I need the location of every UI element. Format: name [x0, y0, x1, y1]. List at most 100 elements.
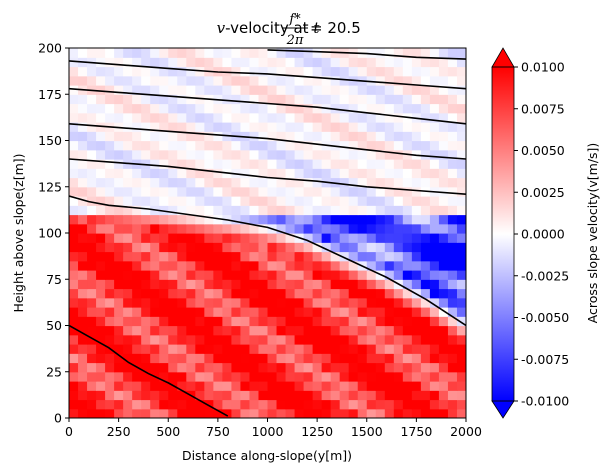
heatmap-cell: [69, 381, 79, 391]
heatmap-cell: [438, 48, 449, 58]
heatmap-cell: [249, 408, 260, 418]
heatmap-cell: [420, 168, 431, 179]
heatmap-cell: [294, 205, 305, 216]
heatmap-cell: [258, 381, 269, 391]
heatmap-cell: [330, 316, 341, 327]
heatmap-cell: [375, 149, 386, 160]
heatmap-cell: [195, 131, 205, 142]
heatmap-cell: [420, 122, 431, 132]
heatmap-cell: [456, 177, 466, 188]
heatmap-cell: [222, 279, 233, 290]
heatmap-cell: [375, 390, 386, 401]
heatmap-cell: [276, 103, 287, 114]
heatmap-cell: [204, 140, 214, 151]
heatmap-cell: [402, 297, 413, 308]
heatmap-cell: [294, 251, 305, 262]
heatmap-cell: [438, 75, 449, 86]
heatmap-cell: [240, 260, 251, 271]
heatmap-cell: [231, 196, 242, 206]
heatmap-cell: [78, 112, 88, 123]
heatmap-cell: [114, 399, 124, 410]
heatmap-cell: [276, 223, 287, 234]
heatmap-cell: [267, 279, 278, 290]
heatmap-cell: [114, 223, 124, 234]
heatmap-cell: [348, 103, 359, 114]
heatmap-cell: [312, 316, 323, 327]
heatmap-cell: [195, 57, 205, 68]
heatmap-cell: [339, 205, 350, 216]
heatmap-cell: [195, 270, 205, 280]
heatmap-cell: [69, 214, 79, 225]
heatmap-cell: [312, 177, 323, 188]
heatmap-cell: [78, 353, 88, 364]
heatmap-cell: [321, 316, 332, 327]
heatmap-cell: [276, 334, 287, 345]
heatmap-cell: [375, 242, 386, 253]
heatmap-cell: [258, 103, 269, 114]
heatmap-cell: [195, 316, 205, 327]
heatmap-cell: [402, 223, 413, 234]
heatmap-cell: [204, 297, 214, 308]
heatmap-cell: [357, 334, 368, 345]
heatmap-cell: [213, 270, 223, 280]
heatmap-cell: [186, 334, 196, 345]
heatmap-cell: [249, 66, 260, 77]
heatmap-cell: [285, 297, 296, 308]
heatmap-cell: [249, 390, 260, 401]
heatmap-cell: [375, 159, 386, 169]
heatmap-cell: [411, 48, 422, 58]
heatmap-cell: [312, 334, 323, 345]
colorbar-tick-label: -0.0100: [521, 394, 569, 409]
heatmap-cell: [303, 353, 314, 364]
heatmap-cell: [375, 223, 386, 234]
heatmap-cell: [321, 251, 332, 262]
heatmap-cell: [348, 353, 359, 364]
heatmap-cell: [123, 131, 133, 142]
x-tick-label: 2000: [450, 424, 482, 439]
heatmap-cell: [348, 168, 359, 179]
heatmap-cell: [69, 362, 79, 373]
heatmap-cell: [87, 103, 97, 114]
heatmap-cell: [132, 177, 142, 188]
heatmap-cell: [141, 168, 151, 179]
heatmap-cell: [348, 390, 359, 401]
heatmap-cell: [177, 233, 187, 243]
heatmap-cell: [294, 408, 305, 418]
heatmap-cell: [195, 214, 205, 225]
heatmap-cell: [348, 112, 359, 123]
heatmap-cell: [258, 140, 269, 151]
heatmap-cell: [366, 353, 377, 364]
heatmap-cell: [402, 251, 413, 262]
heatmap-cell: [204, 103, 214, 114]
heatmap-cell: [429, 270, 440, 280]
colorbar-gradient: [492, 67, 514, 401]
heatmap-cell: [240, 297, 251, 308]
heatmap-cell: [411, 399, 422, 410]
heatmap-cell: [411, 408, 422, 418]
x-tick-label: 1750: [400, 424, 432, 439]
heatmap-cell: [87, 149, 97, 160]
heatmap-cell: [177, 85, 187, 95]
heatmap-cell: [321, 242, 332, 253]
heatmap-cell: [132, 399, 142, 410]
heatmap-cell: [87, 94, 97, 105]
heatmap-cell: [141, 399, 151, 410]
heatmap-cell: [294, 371, 305, 382]
heatmap-cell: [204, 288, 214, 299]
heatmap-cell: [411, 297, 422, 308]
heatmap-cell: [132, 353, 142, 364]
heatmap-cell: [249, 205, 260, 216]
heatmap-cell: [258, 334, 269, 345]
heatmap-cell: [240, 288, 251, 299]
heatmap-cell: [330, 270, 341, 280]
heatmap-cell: [123, 140, 133, 151]
heatmap-cell: [285, 140, 296, 151]
heatmap-cell: [438, 390, 449, 401]
heatmap-cell: [348, 149, 359, 160]
heatmap-cell: [249, 75, 260, 86]
heatmap-cell: [249, 371, 260, 382]
heatmap-cell: [249, 251, 260, 262]
heatmap-cell: [177, 353, 187, 364]
heatmap-cell: [87, 112, 97, 123]
heatmap-cell: [87, 288, 97, 299]
